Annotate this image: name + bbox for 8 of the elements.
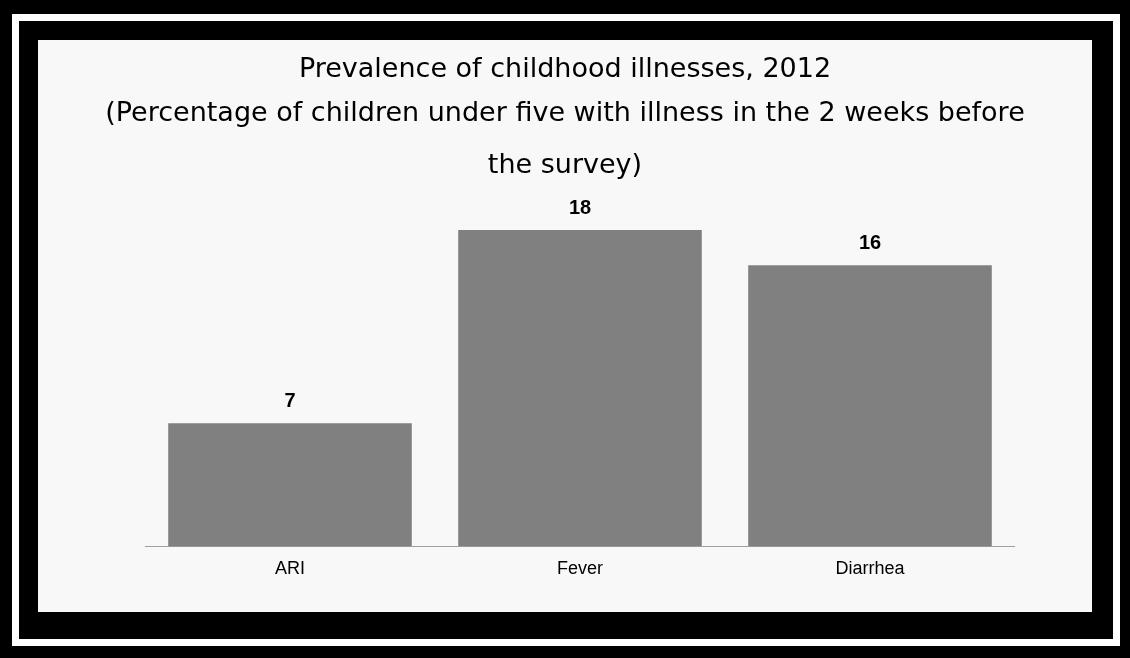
x-tick-label: ARI bbox=[274, 558, 306, 579]
x-tick-label: Fever bbox=[556, 558, 604, 579]
data-label: 7 bbox=[284, 388, 296, 411]
data-label: 16 bbox=[858, 230, 882, 253]
data-label: 18 bbox=[568, 195, 592, 218]
chart-subtitle: (Percentage of children under five with illness in the 2 weeks before the survey) bbox=[104, 95, 1026, 181]
x-tick-label: Diarrhea bbox=[835, 558, 906, 579]
chart-title: Prevalence of childhood illnesses, 2012 bbox=[297, 51, 833, 85]
